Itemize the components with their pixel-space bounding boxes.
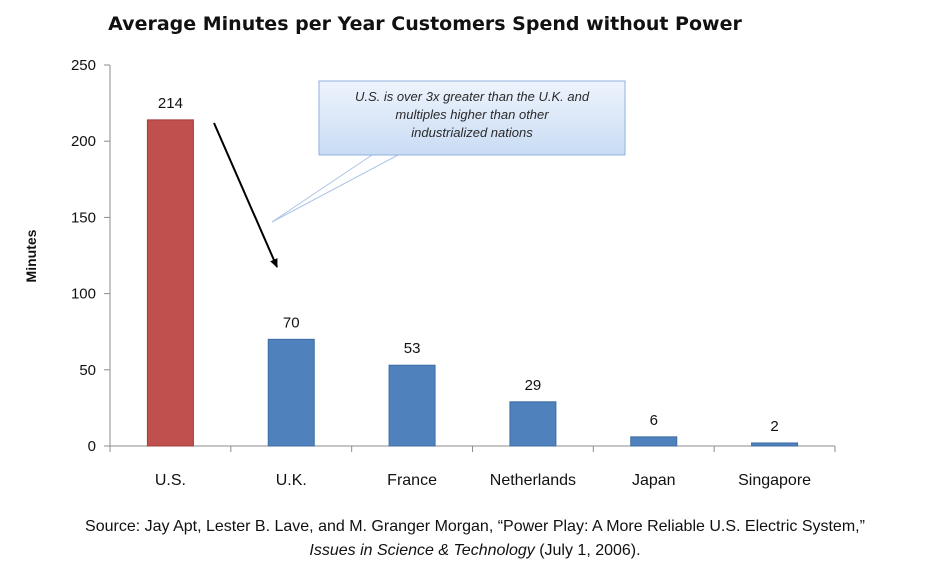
data-label: 53	[404, 340, 421, 357]
x-tick-label: France	[387, 472, 437, 489]
x-tick-label: Netherlands	[490, 472, 576, 489]
bar-u-s	[146, 119, 194, 447]
bar-netherlands	[509, 401, 557, 447]
y-axis-label: Minutes	[23, 229, 39, 282]
data-label: 214	[158, 95, 183, 112]
bar-japan	[630, 436, 678, 447]
x-tick-labels: U.S. U.K. France Netherlands Japan Singapore	[155, 472, 811, 489]
y-tick-label: 0	[88, 438, 96, 455]
x-tick-label: U.S.	[155, 472, 186, 489]
x-tick-label: Japan	[632, 472, 676, 489]
axes: 0 50 100 150 200 250	[71, 57, 836, 455]
bar-singapore	[751, 442, 799, 447]
y-tick-label: 150	[71, 209, 96, 226]
data-label: 29	[525, 377, 542, 394]
bar-france	[388, 364, 436, 447]
x-tick-label: U.K.	[276, 472, 307, 489]
data-label: 70	[283, 314, 300, 331]
y-tick-label: 200	[71, 133, 96, 150]
data-label: 2	[770, 418, 778, 435]
y-tick-label: 100	[71, 286, 96, 303]
callout-line-3: industrialized nations	[411, 125, 533, 140]
bars	[146, 119, 799, 447]
callout-line-1: U.S. is over 3x greater than the U.K. an…	[355, 89, 590, 104]
callout-box	[318, 80, 626, 156]
data-labels: 214 70 53 29 6 2	[158, 95, 779, 435]
source-date: (July 1, 2006).	[534, 542, 641, 559]
annotation-arrow	[213, 122, 278, 268]
source-line-1: Source: Jay Apt, Lester B. Lave, and M. …	[85, 518, 865, 535]
data-label: 6	[650, 412, 658, 429]
bar-u-k	[267, 338, 315, 447]
source-citation: Source: Jay Apt, Lester B. Lave, and M. …	[0, 515, 950, 563]
x-tick-label: Singapore	[738, 472, 811, 489]
annotation-callout: U.S. is over 3x greater than the U.K. an…	[271, 80, 626, 223]
y-tick-label: 50	[79, 362, 96, 379]
source-line-2: Issues in Science & Technology (July 1, …	[0, 539, 950, 563]
chart-title: Average Minutes per Year Customers Spend…	[108, 13, 742, 35]
callout-line-2: multiples higher than other	[395, 107, 549, 122]
source-journal: Issues in Science & Technology	[309, 542, 535, 559]
y-tick-label: 250	[71, 57, 96, 74]
